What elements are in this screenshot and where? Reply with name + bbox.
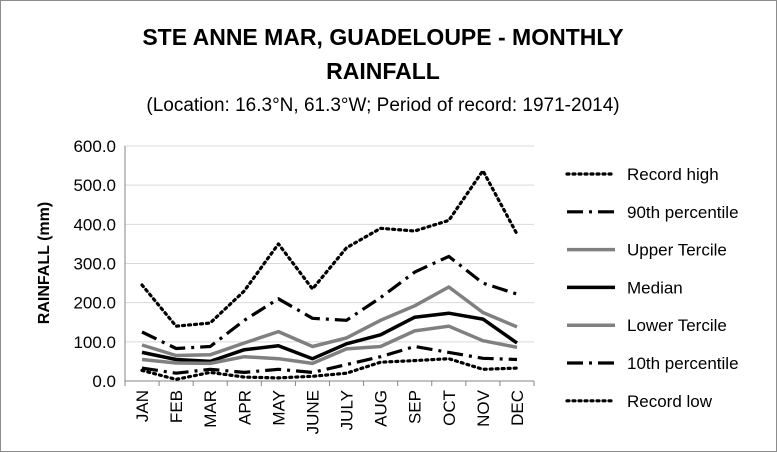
series-line-10th-percentile [141,344,518,375]
x-tick-label: JAN [133,390,152,422]
x-tick-label: OCT [440,390,459,426]
x-tick-label: JUNE [303,390,322,434]
y-tick-label: 100.0 [73,333,116,352]
series-line-record-low [140,357,519,381]
series-line-lower-tercile [141,324,518,366]
x-tick-label: APR [235,390,254,425]
x-tick-label: MAR [201,390,220,428]
legend-label: Upper Tercile [627,241,727,260]
y-axis-label: RAINFALL (mm) [36,202,53,324]
x-tick-label: SEP [406,390,425,424]
chart-subtitle: (Location: 16.3°N, 61.3°W; Period of rec… [146,95,619,116]
y-tick-label: 600.0 [73,137,116,156]
legend-label: Record high [627,165,719,184]
x-tick-label: DEC [508,390,527,426]
x-tick-label: MAY [269,390,288,426]
series-line-record-high [140,169,519,328]
y-tick-label: 0.0 [92,372,116,391]
legend-label: Lower Tercile [627,316,727,335]
legend: Record high 90th percentile Upper Tercile M… [565,165,739,411]
data-series [140,169,519,381]
legend-label: Median [627,278,683,297]
grid-lines [125,145,534,343]
axes [124,146,535,386]
y-tick-label: 200.0 [73,294,116,313]
y-tick-labels: 0.0 100.0 200.0 300.0 400.0 500.0 600.0 [73,137,116,391]
y-tick-label: 500.0 [73,176,116,195]
x-tick-label: NOV [474,389,493,427]
chart-title-line-1: STE ANNE MAR, GUADELOUPE - MONTHLY [142,24,623,50]
y-tick-label: 300.0 [73,255,116,274]
legend-label: 10th percentile [627,354,739,373]
x-tick-label: FEB [167,390,186,423]
series-line-90th-percentile [141,254,518,351]
series-line-upper-tercile [141,285,518,358]
series-line-median [141,311,519,364]
legend-label: 90th percentile [627,203,739,222]
x-tick-labels: JAN FEB MAR APR MAY JUNE JULY AUG SEP OCT NOV DEC [133,389,527,434]
chart-title-line-2: RAINFALL [326,58,440,84]
y-tick-label: 400.0 [73,215,116,234]
legend-label: Record low [627,392,713,411]
x-tick-label: JULY [338,390,357,430]
x-tick-label: AUG [372,390,391,427]
